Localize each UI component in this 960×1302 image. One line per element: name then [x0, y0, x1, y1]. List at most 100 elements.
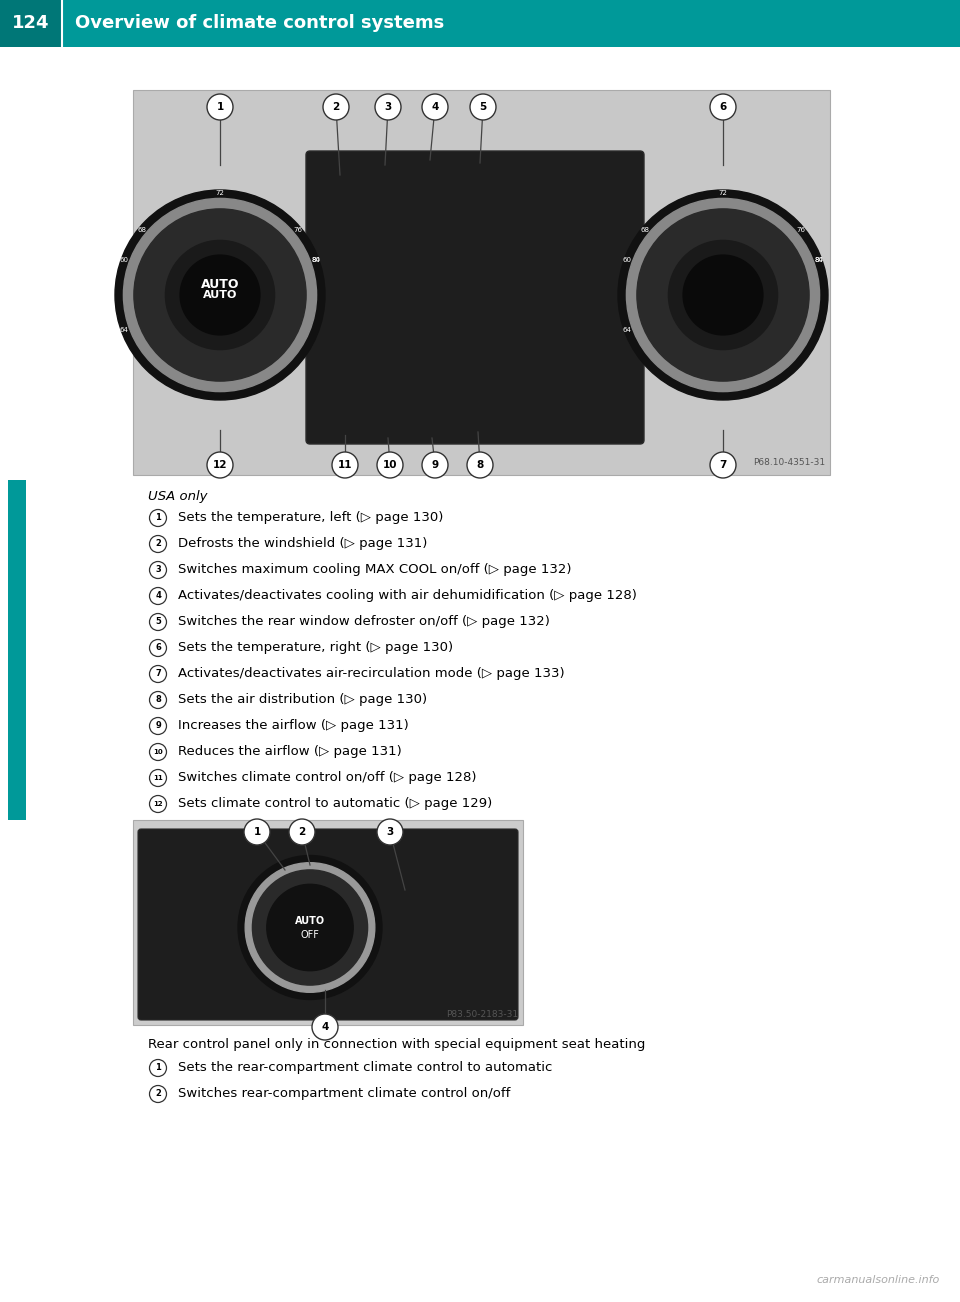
- Text: carmanualsonline.info: carmanualsonline.info: [817, 1275, 940, 1285]
- Circle shape: [150, 639, 166, 656]
- Circle shape: [245, 863, 374, 992]
- Text: 60: 60: [623, 258, 632, 263]
- Text: Switches climate control on/off (▷ page 128): Switches climate control on/off (▷ page …: [178, 772, 476, 785]
- Circle shape: [422, 94, 448, 120]
- Text: USA only: USA only: [148, 490, 207, 503]
- Circle shape: [207, 94, 233, 120]
- Circle shape: [312, 1014, 338, 1040]
- Text: 84: 84: [311, 258, 320, 263]
- Text: P68.10-4351-31: P68.10-4351-31: [753, 458, 825, 467]
- Text: 84: 84: [814, 258, 823, 263]
- Circle shape: [252, 870, 368, 986]
- Text: 1: 1: [156, 513, 161, 522]
- Text: OFF: OFF: [300, 931, 320, 940]
- Text: 6: 6: [719, 102, 727, 112]
- Circle shape: [323, 94, 349, 120]
- Text: 1: 1: [216, 102, 224, 112]
- Circle shape: [636, 208, 809, 381]
- Circle shape: [422, 452, 448, 478]
- Circle shape: [470, 94, 496, 120]
- Circle shape: [150, 1086, 166, 1103]
- Circle shape: [618, 190, 828, 400]
- Circle shape: [377, 452, 403, 478]
- FancyBboxPatch shape: [138, 829, 518, 1019]
- Text: Sets the air distribution (▷ page 130): Sets the air distribution (▷ page 130): [178, 694, 427, 707]
- Text: Sets the rear-compartment climate control to automatic: Sets the rear-compartment climate contro…: [178, 1061, 552, 1074]
- Text: Increases the airflow (▷ page 131): Increases the airflow (▷ page 131): [178, 720, 409, 733]
- Text: Activates/deactivates air-recirculation mode (▷ page 133): Activates/deactivates air-recirculation …: [178, 668, 564, 681]
- Text: Rear control panel only in connection with special equipment seat heating: Rear control panel only in connection wi…: [148, 1038, 645, 1051]
- Circle shape: [668, 241, 778, 350]
- FancyBboxPatch shape: [0, 0, 960, 47]
- Circle shape: [150, 717, 166, 734]
- Circle shape: [710, 94, 736, 120]
- Circle shape: [238, 855, 382, 1000]
- Text: AUTO: AUTO: [295, 917, 325, 927]
- Text: 11: 11: [338, 460, 352, 470]
- Circle shape: [289, 819, 315, 845]
- Text: 10: 10: [154, 749, 163, 755]
- Circle shape: [150, 1060, 166, 1077]
- Circle shape: [150, 587, 166, 604]
- Text: Climate control: Climate control: [10, 590, 24, 710]
- Circle shape: [150, 509, 166, 526]
- Text: 3: 3: [386, 827, 394, 837]
- Text: 68: 68: [640, 227, 650, 233]
- Circle shape: [207, 452, 233, 478]
- Text: 80: 80: [814, 258, 824, 263]
- FancyBboxPatch shape: [306, 151, 644, 444]
- Text: Sets the temperature, right (▷ page 130): Sets the temperature, right (▷ page 130): [178, 642, 453, 655]
- Text: 60: 60: [120, 258, 129, 263]
- Text: 7: 7: [719, 460, 727, 470]
- Text: 6: 6: [156, 643, 161, 652]
- Text: 80: 80: [311, 258, 321, 263]
- Circle shape: [684, 255, 763, 335]
- Text: Activates/deactivates cooling with air dehumidification (▷ page 128): Activates/deactivates cooling with air d…: [178, 590, 636, 603]
- Text: 5: 5: [479, 102, 487, 112]
- Text: 3: 3: [384, 102, 392, 112]
- Text: 9: 9: [156, 721, 161, 730]
- Text: 7: 7: [156, 669, 161, 678]
- Text: 11: 11: [154, 775, 163, 781]
- Circle shape: [332, 452, 358, 478]
- FancyBboxPatch shape: [133, 90, 830, 475]
- Text: Switches maximum cooling MAX COOL on/off (▷ page 132): Switches maximum cooling MAX COOL on/off…: [178, 564, 571, 577]
- Text: 9: 9: [431, 460, 439, 470]
- Text: 1: 1: [156, 1064, 161, 1073]
- Text: Sets the temperature, left (▷ page 130): Sets the temperature, left (▷ page 130): [178, 512, 444, 525]
- Text: 4: 4: [322, 1022, 328, 1032]
- Text: AUTO: AUTO: [201, 279, 239, 292]
- Circle shape: [150, 796, 166, 812]
- Text: 2: 2: [299, 827, 305, 837]
- Text: 8: 8: [476, 460, 484, 470]
- Circle shape: [150, 561, 166, 578]
- Circle shape: [150, 665, 166, 682]
- Circle shape: [150, 535, 166, 552]
- FancyBboxPatch shape: [133, 820, 523, 1025]
- Circle shape: [267, 884, 353, 971]
- Text: Overview of climate control systems: Overview of climate control systems: [75, 14, 444, 33]
- Text: 76: 76: [797, 227, 805, 233]
- Circle shape: [150, 613, 166, 630]
- Circle shape: [244, 819, 270, 845]
- Text: 2: 2: [156, 539, 161, 548]
- Text: 8: 8: [156, 695, 161, 704]
- Text: Sets climate control to automatic (▷ page 129): Sets climate control to automatic (▷ pag…: [178, 798, 492, 811]
- Circle shape: [467, 452, 493, 478]
- Circle shape: [133, 208, 306, 381]
- Text: 4: 4: [156, 591, 161, 600]
- Circle shape: [165, 241, 275, 350]
- FancyBboxPatch shape: [0, 0, 62, 47]
- Text: Switches rear-compartment climate control on/off: Switches rear-compartment climate contro…: [178, 1087, 511, 1100]
- Text: 1: 1: [253, 827, 260, 837]
- Text: 72: 72: [216, 190, 225, 197]
- Text: 68: 68: [137, 227, 147, 233]
- Text: 64: 64: [120, 327, 129, 333]
- Text: 10: 10: [383, 460, 397, 470]
- Text: 3: 3: [156, 565, 161, 574]
- Circle shape: [710, 452, 736, 478]
- Text: 76: 76: [294, 227, 302, 233]
- Text: Switches the rear window defroster on/off (▷ page 132): Switches the rear window defroster on/of…: [178, 616, 550, 629]
- Text: P83.50-2183-31: P83.50-2183-31: [445, 1010, 518, 1019]
- Circle shape: [377, 819, 403, 845]
